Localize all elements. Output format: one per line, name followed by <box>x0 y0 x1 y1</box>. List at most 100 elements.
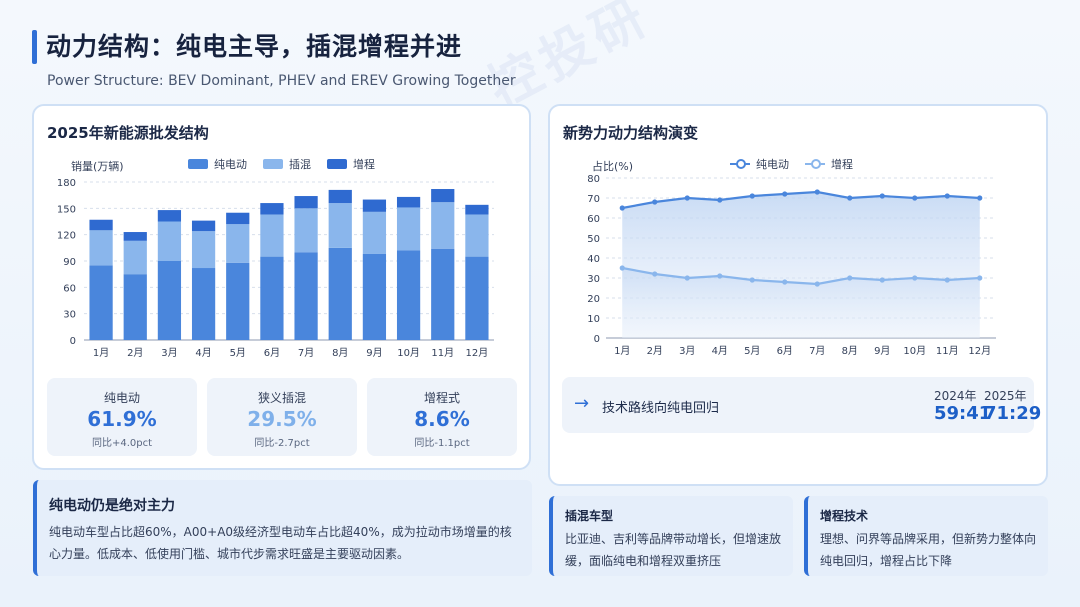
y-tick-label: 50 <box>587 234 600 245</box>
y-axis-label: 占比(%) <box>592 160 634 173</box>
bar-segment <box>260 256 284 340</box>
legend-item-erev: 增程 <box>805 156 853 172</box>
data-point <box>782 279 788 285</box>
bar-segment <box>226 224 250 263</box>
arrow-right-icon: → <box>574 393 590 414</box>
y-tick-label: 90 <box>63 257 76 268</box>
stat-label: 增程式 <box>423 391 460 405</box>
x-tick-label: 5月 <box>744 345 760 357</box>
x-tick-label: 4月 <box>712 345 728 357</box>
data-point <box>717 197 723 203</box>
bar-segment <box>396 207 421 251</box>
bar-segment <box>294 196 318 209</box>
y-tick-label: 0 <box>594 334 600 345</box>
data-point <box>814 189 820 195</box>
bar-segment <box>226 262 250 340</box>
x-tick-label: 12月 <box>466 347 489 359</box>
y-tick-label: 60 <box>587 214 600 225</box>
bar-segment <box>431 189 455 203</box>
data-point <box>814 281 820 287</box>
stat-bev: 纯电动 61.9% 同比+4.0pct <box>47 378 197 456</box>
x-tick-label: 3月 <box>679 345 695 357</box>
bar-segment <box>191 220 216 232</box>
legend-item-bev: 纯电动 <box>730 156 789 172</box>
note-body: 理想、问界等品牌采用，但新势力整体向纯电回归，增程占比下降 <box>820 532 1037 568</box>
y-tick-label: 10 <box>587 314 600 325</box>
bar-segment <box>362 253 387 340</box>
data-point <box>879 277 885 283</box>
bar-segment <box>328 247 352 340</box>
x-tick-label: 8月 <box>842 345 858 357</box>
data-point <box>977 275 983 281</box>
data-point <box>944 277 950 283</box>
x-tick-label: 3月 <box>161 347 177 359</box>
trend-text: 技术路线向纯电回归 <box>602 401 720 416</box>
x-tick-label: 2月 <box>647 345 663 357</box>
bar-segment <box>191 231 216 269</box>
y-tick-label: 20 <box>587 294 600 305</box>
bar-legend: 纯电动 插混 增程 <box>188 156 391 172</box>
area-line-chart: 0 10 20 30 40 50 60 70 80 1月 2月 3月 4月 5月 6月 7月 8月 9月 10月 11… <box>587 174 996 357</box>
bar-segment <box>294 208 318 253</box>
data-point <box>684 275 690 281</box>
x-tick-label: 10月 <box>397 347 420 359</box>
ratio-2024: 59:41 <box>934 403 992 424</box>
line-legend: 纯电动 增程 <box>730 156 869 172</box>
stat-value: 61.9% <box>87 407 157 431</box>
note-body: 纯电动车型占比超60%，A00+A0级经济型电动车占比超40%，成为拉动市场增量… <box>49 525 512 561</box>
data-point <box>879 193 885 199</box>
bar-segment <box>157 261 182 340</box>
stat-value: 29.5% <box>247 407 317 431</box>
note-bev: 纯电动仍是绝对主力 纯电动车型占比超60%，A00+A0级经济型电动车占比超40… <box>33 480 532 576</box>
y-tick-label: 70 <box>587 194 600 205</box>
data-point <box>619 205 625 211</box>
data-point <box>684 195 690 201</box>
data-point <box>652 271 658 277</box>
bar-segment <box>294 252 318 340</box>
bar-segment <box>89 230 113 266</box>
page-title: 动力结构：纯电主导，插混增程并进 <box>46 32 463 61</box>
stat-change: 同比-1.1pct <box>414 438 470 449</box>
bar-segment <box>362 199 387 212</box>
legend-item-bev: 纯电动 <box>188 156 247 172</box>
x-tick-label: 8月 <box>332 347 348 359</box>
x-tick-label: 6月 <box>264 347 280 359</box>
bar-segment <box>123 240 147 275</box>
y-tick-label: 80 <box>587 174 600 185</box>
data-point <box>847 195 853 201</box>
data-point <box>847 275 853 281</box>
data-point <box>944 193 950 199</box>
bar-segment <box>465 256 489 340</box>
y-tick-label: 150 <box>57 204 76 215</box>
data-point <box>912 275 918 281</box>
bar-segment <box>226 212 250 225</box>
bar-segment <box>431 202 455 249</box>
bar-segment <box>328 203 352 248</box>
stat-change: 同比+4.0pct <box>91 438 153 449</box>
y-tick-label: 0 <box>70 336 76 347</box>
x-tick-label: 6月 <box>777 345 793 357</box>
stacked-bar-chart: 0 30 60 90 120 150 180 1月 2月 3月 4月 5月 6月 7月 8月 9月 10月 11月… <box>57 178 494 359</box>
ratio-2025: 71:29 <box>984 403 1042 424</box>
stat-phev: 狭义插混 29.5% 同比-2.7pct <box>207 378 357 456</box>
bar-segment <box>431 248 455 340</box>
title-accent-bar <box>32 30 37 64</box>
x-tick-label: 7月 <box>809 345 825 357</box>
legend-item-phev: 插混 <box>263 156 311 172</box>
x-tick-label: 2月 <box>127 347 143 359</box>
bar-segment <box>89 219 113 231</box>
data-point <box>782 191 788 197</box>
series-line <box>622 190 980 210</box>
card-title: 新势力动力结构演变 <box>563 124 699 142</box>
bar-segment <box>89 265 113 340</box>
series-area <box>622 268 980 338</box>
bar-segment <box>157 210 182 222</box>
bar-segment <box>123 274 147 340</box>
x-tick-label: 12月 <box>968 345 991 357</box>
bar-segment <box>123 232 147 241</box>
bar-segment <box>328 189 352 204</box>
y-tick-label: 40 <box>587 254 600 265</box>
x-tick-label: 9月 <box>874 345 890 357</box>
y-tick-label: 30 <box>63 310 76 321</box>
note-title: 插混车型 <box>565 509 614 523</box>
